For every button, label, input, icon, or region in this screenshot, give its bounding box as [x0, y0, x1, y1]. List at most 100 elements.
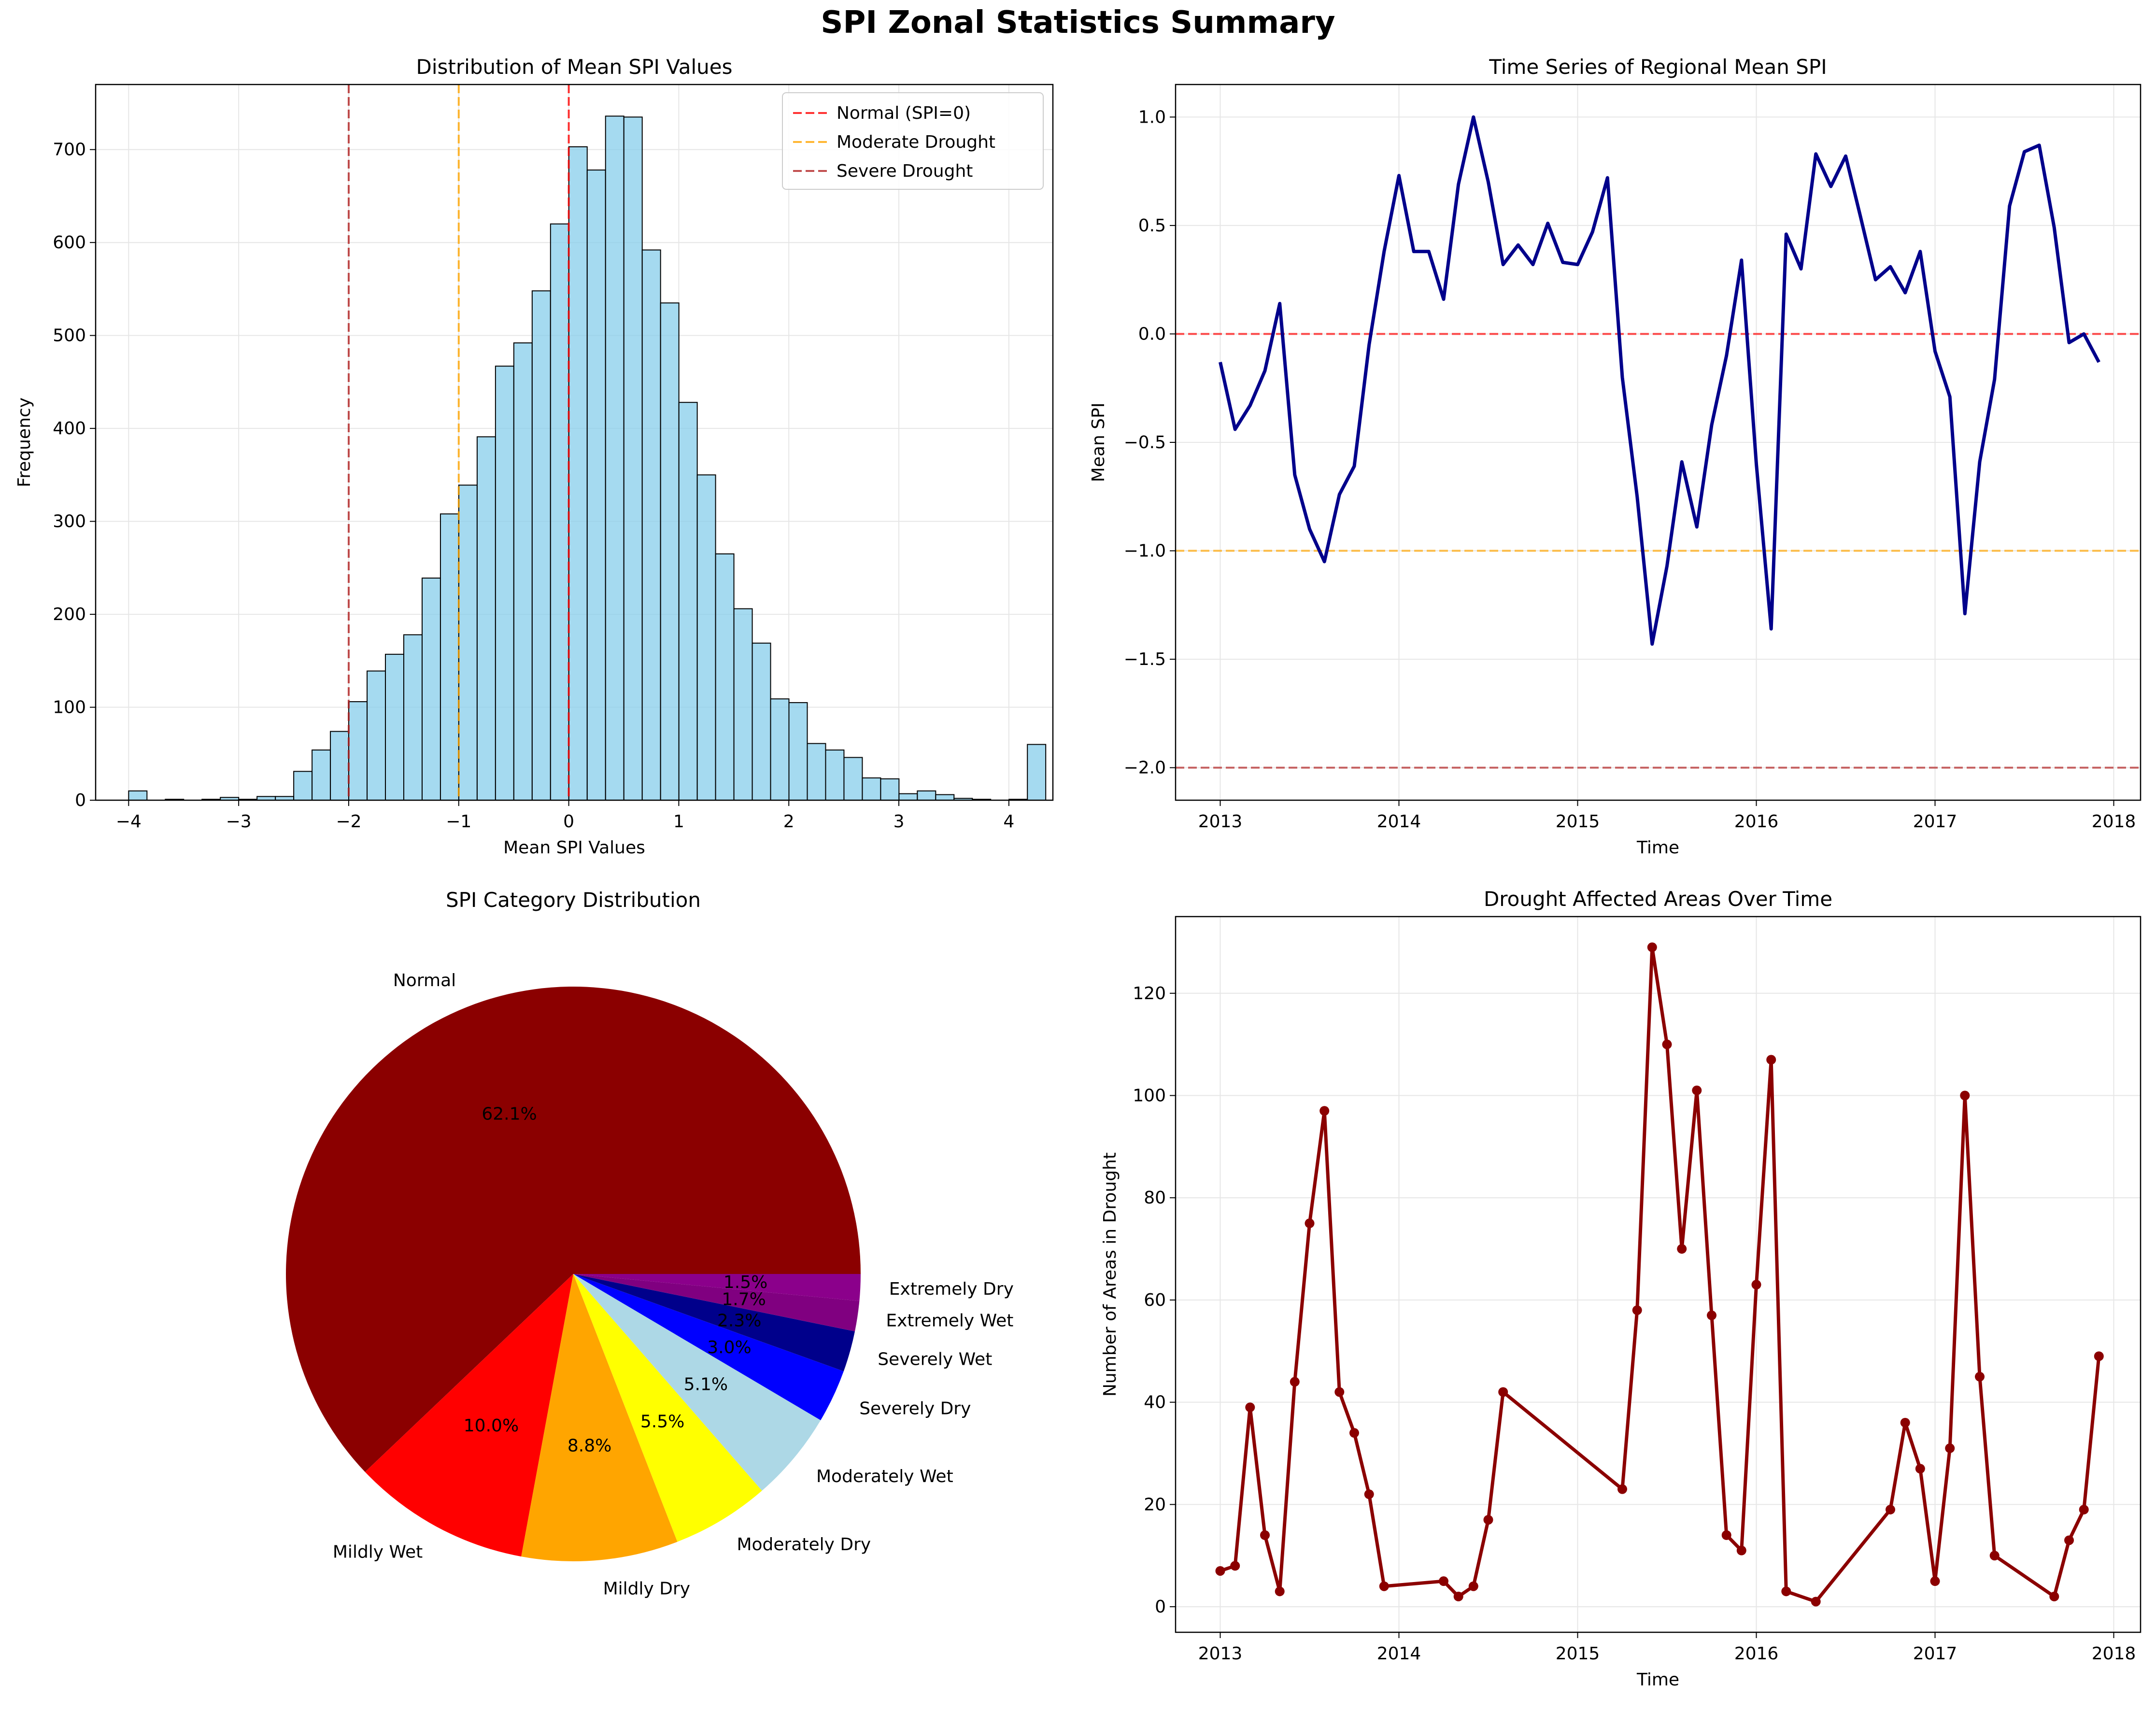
- y-tick-label: 0: [1155, 1597, 1166, 1617]
- y-tick-label: 0.0: [1138, 324, 1166, 344]
- histogram-bar: [862, 777, 881, 801]
- pie-percent-label: 5.5%: [640, 1412, 684, 1432]
- y-tick-label: 0: [75, 791, 86, 810]
- pie-slice-label: Extremely Wet: [886, 1311, 1013, 1330]
- pie-slice-label: Moderately Wet: [816, 1467, 953, 1486]
- drought-data-point: [1960, 1090, 1970, 1101]
- y-tick-label: 100: [53, 698, 86, 718]
- axes-frame: [95, 84, 1054, 801]
- drought-data-point: [1215, 1566, 1225, 1576]
- pie-slice: [573, 1274, 844, 1420]
- y-tick-label: 80: [1144, 1188, 1166, 1208]
- chart-title: Drought Affected Areas Over Time: [1484, 887, 1832, 911]
- y-tick-label: −1.5: [1124, 650, 1166, 669]
- histogram-bar: [458, 484, 478, 801]
- histogram-bar: [330, 731, 350, 801]
- drought-data-point: [2094, 1351, 2104, 1361]
- drought-data-point: [1364, 1489, 1374, 1499]
- pie-slice: [573, 1274, 860, 1331]
- histogram-bar: [586, 170, 606, 801]
- pie-slice: [365, 1274, 573, 1557]
- y-tick-label: 500: [53, 326, 86, 346]
- drought-data-point: [1945, 1443, 1955, 1453]
- drought-data-point: [1930, 1576, 1940, 1586]
- x-tick-label: 2: [783, 812, 794, 832]
- x-tick-label: −1: [446, 812, 471, 832]
- figure-title: SPI Zonal Statistics Summary: [821, 5, 1335, 41]
- pie-slice-label: Mildly Wet: [333, 1542, 423, 1562]
- y-tick-label: −0.5: [1124, 433, 1166, 452]
- histogram-bar: [605, 115, 624, 801]
- drought-data-point: [1915, 1464, 1925, 1474]
- x-axis-label: Mean SPI Values: [503, 838, 645, 858]
- pie-slice-label: Severely Wet: [878, 1350, 992, 1370]
- drought-data-point: [2079, 1504, 2089, 1514]
- histogram-bar: [770, 698, 790, 801]
- histogram-bar: [421, 578, 441, 801]
- drought-data-point: [1707, 1310, 1716, 1320]
- pie-slice-label: Extremely Dry: [889, 1279, 1014, 1299]
- drought-data-point: [1736, 1545, 1746, 1555]
- pie-slice-label: Mildly Dry: [603, 1579, 691, 1599]
- chart-title: Time Series of Regional Mean SPI: [1489, 55, 1827, 79]
- y-tick-label: 100: [1133, 1086, 1166, 1106]
- axes-frame: [1175, 84, 2142, 801]
- y-tick-label: −1.0: [1124, 541, 1166, 561]
- histogram-bar: [696, 474, 716, 801]
- drought-data-point: [1751, 1280, 1761, 1290]
- y-tick-label: 120: [1133, 984, 1166, 1004]
- histogram-bar: [348, 701, 368, 801]
- histogram-bar: [550, 223, 569, 801]
- drought-data-point: [1468, 1581, 1478, 1591]
- histogram-bar: [733, 608, 753, 801]
- histogram-bar: [880, 778, 900, 801]
- histogram-bar: [715, 553, 735, 801]
- pie-slice-label: Normal: [393, 971, 456, 990]
- histogram-bar: [843, 757, 863, 801]
- y-tick-label: 200: [53, 605, 86, 624]
- x-axis-label: Time: [1636, 1670, 1679, 1690]
- pie-percent-label: 5.1%: [684, 1374, 728, 1394]
- y-tick-label: 600: [53, 233, 86, 253]
- drought-data-point: [1290, 1377, 1300, 1387]
- histogram-bar: [935, 794, 955, 801]
- histogram-bar: [312, 749, 331, 801]
- y-tick-label: 700: [53, 140, 86, 160]
- x-tick-label: −2: [336, 812, 361, 832]
- spi-series-line: [1219, 115, 2100, 646]
- drought-data-point: [1305, 1218, 1315, 1229]
- histogram-bar: [678, 402, 698, 801]
- y-axis-label: Number of Areas in Drought: [1100, 1152, 1120, 1397]
- x-tick-label: 3: [894, 812, 905, 832]
- x-tick-label: 2013: [1198, 1644, 1243, 1664]
- drought-data-point: [1721, 1530, 1731, 1540]
- y-axis-label: Mean SPI: [1089, 403, 1108, 482]
- drought-series-line: [1220, 946, 2101, 1603]
- histogram-bar: [898, 793, 918, 801]
- drought-data-point: [1692, 1085, 1702, 1095]
- histogram-bar: [917, 790, 936, 801]
- histogram-bar: [531, 290, 551, 801]
- x-tick-label: 1: [673, 812, 684, 832]
- drought-data-point: [1677, 1244, 1687, 1254]
- drought-data-point: [1617, 1484, 1627, 1494]
- drought-data-point: [1811, 1597, 1821, 1607]
- x-tick-label: 0: [563, 812, 574, 832]
- x-tick-label: −3: [226, 812, 252, 832]
- histogram-bar: [128, 790, 148, 801]
- x-axis-label: Time: [1636, 838, 1679, 858]
- drought-data-point: [1230, 1561, 1240, 1571]
- histogram-bar: [440, 513, 459, 801]
- histogram-bar: [367, 670, 386, 801]
- y-tick-label: 0.5: [1138, 216, 1166, 236]
- drought-data-point: [1975, 1372, 1985, 1382]
- y-tick-label: 300: [53, 512, 86, 532]
- drought-data-point: [1349, 1428, 1359, 1438]
- drought-data-point: [1483, 1515, 1493, 1525]
- drought-data-point: [1260, 1530, 1270, 1540]
- x-tick-label: 2016: [1734, 812, 1779, 832]
- histogram-bar: [568, 146, 588, 801]
- drought-data-point: [1647, 942, 1657, 952]
- drought-data-point: [1498, 1387, 1508, 1397]
